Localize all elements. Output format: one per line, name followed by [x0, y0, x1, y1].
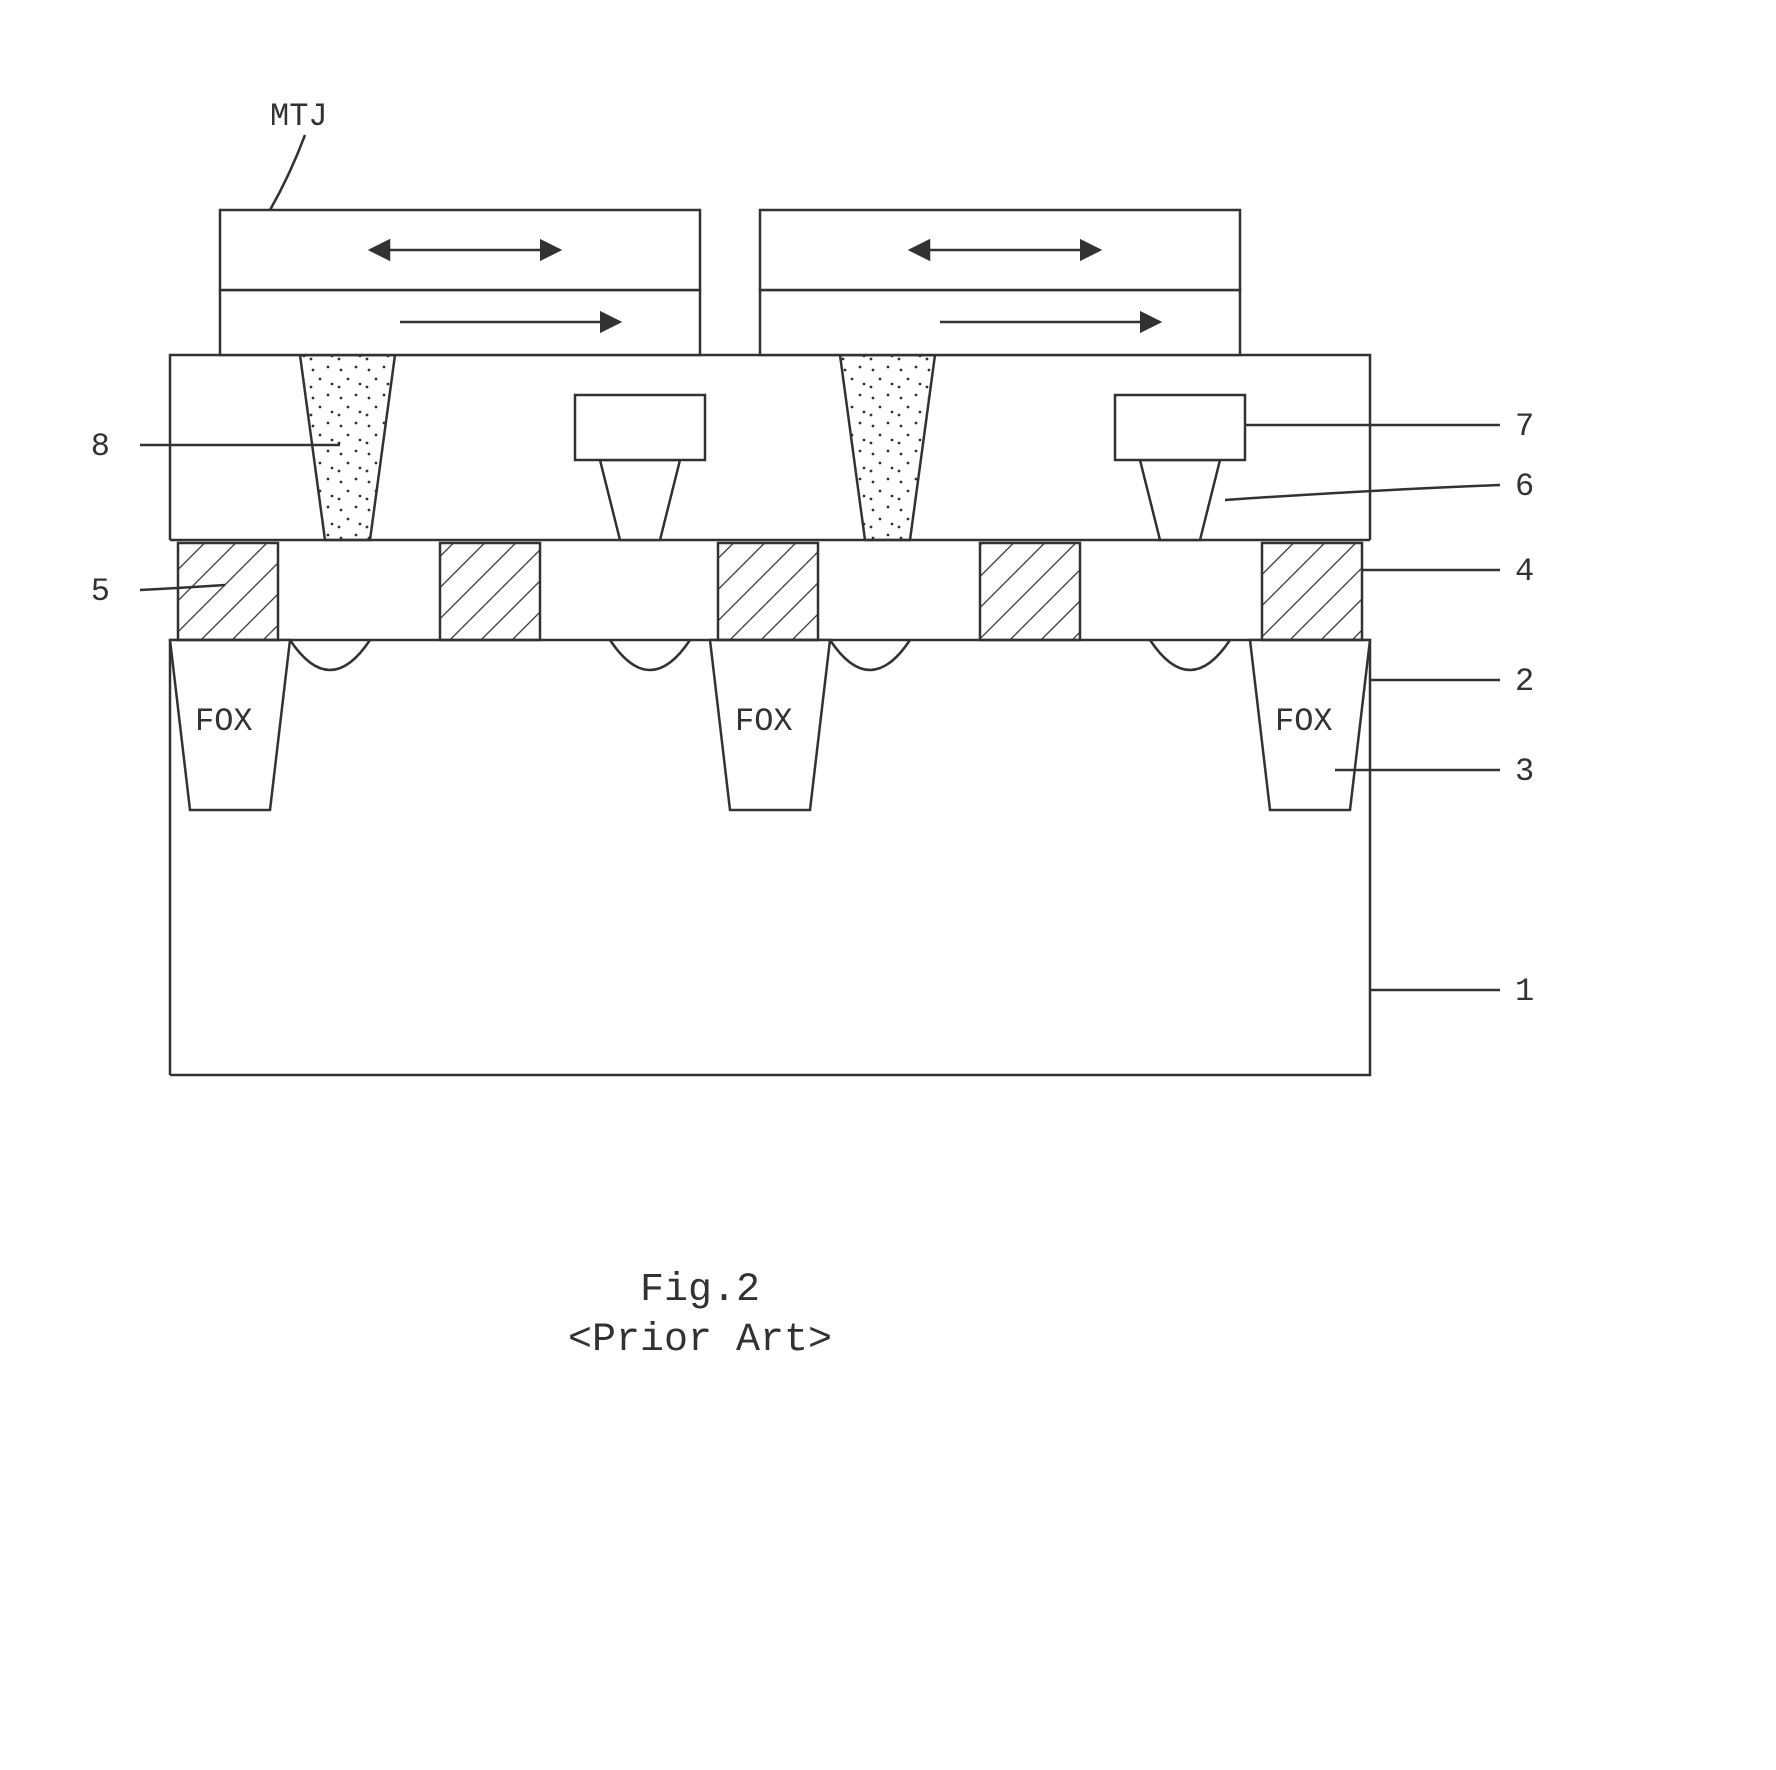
label-mtj: MTJ [270, 98, 328, 135]
plug-left [300, 355, 395, 540]
contact-b-base [1140, 460, 1220, 540]
label-6: 6 [1515, 468, 1534, 505]
sd-arc-4 [1150, 640, 1230, 670]
gate-1 [178, 543, 278, 640]
label-8: 8 [91, 428, 110, 465]
contact-a-top [575, 395, 705, 460]
label-1: 1 [1515, 973, 1534, 1010]
gate-5 [1262, 543, 1362, 640]
fox-text-2: FOX [735, 703, 793, 740]
label-3: 3 [1515, 753, 1534, 790]
gate-4 [980, 543, 1080, 640]
caption-2: <Prior Art> [568, 1318, 832, 1363]
caption-1: Fig.2 [640, 1268, 760, 1313]
label-4: 4 [1515, 553, 1534, 590]
sd-arc-2 [610, 640, 690, 670]
label-2: 2 [1515, 663, 1534, 700]
leader-6 [1225, 485, 1500, 500]
contact-a-base [600, 460, 680, 540]
sd-arc-3 [830, 640, 910, 670]
gate-2 [440, 543, 540, 640]
contact-b-top [1115, 395, 1245, 460]
fox-text-1: FOX [195, 703, 253, 740]
leader-mtj [270, 135, 305, 210]
plug-right [840, 355, 935, 540]
gate-3 [718, 543, 818, 640]
label-7: 7 [1515, 408, 1534, 445]
label-5: 5 [91, 573, 110, 610]
fox-text-3: FOX [1275, 703, 1333, 740]
sd-arc-1 [290, 640, 370, 670]
